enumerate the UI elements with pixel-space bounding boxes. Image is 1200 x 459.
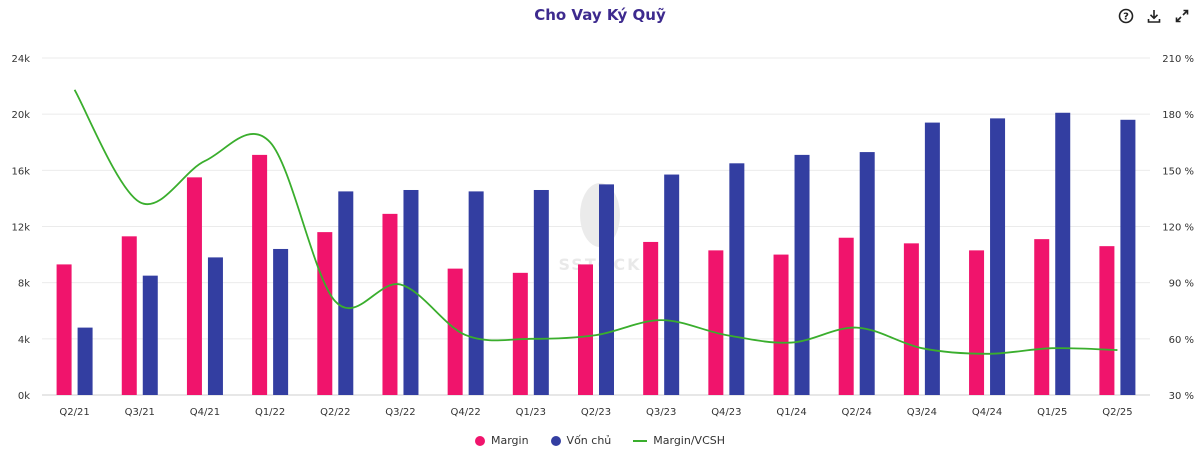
bar-margin[interactable] (512, 272, 528, 395)
chart-legend: Margin Vốn chủ Margin/VCSH (0, 434, 1200, 447)
x-axis-tick-label: Q3/23 (646, 407, 676, 418)
bar-margin[interactable] (447, 268, 463, 395)
bar-margin[interactable] (56, 264, 72, 395)
bar-von-chu[interactable] (794, 154, 810, 395)
right-axis-tick-label: 90 % (1169, 279, 1194, 290)
right-axis-tick-label: 30 % (1169, 391, 1194, 402)
right-axis-tick-label: 150 % (1162, 166, 1194, 177)
bar-von-chu[interactable] (664, 174, 680, 395)
bar-margin[interactable] (1034, 239, 1050, 395)
bar-margin[interactable] (317, 232, 333, 395)
bar-margin[interactable] (969, 250, 985, 395)
left-axis-tick-label: 0k (18, 391, 30, 402)
expand-icon[interactable] (1172, 6, 1192, 26)
bar-margin[interactable] (252, 154, 268, 395)
bar-von-chu[interactable] (77, 327, 93, 395)
bar-von-chu[interactable] (924, 122, 940, 395)
bar-margin[interactable] (708, 250, 724, 395)
bar-margin[interactable] (121, 236, 137, 395)
bar-margin[interactable] (773, 254, 789, 395)
left-axis-tick-label: 12k (11, 223, 30, 234)
x-axis-tick-label: Q1/24 (776, 407, 806, 418)
bar-margin[interactable] (1099, 246, 1115, 395)
legend-swatch-margin-vcsh (633, 439, 648, 442)
line-margin-vcsh[interactable] (73, 89, 1118, 355)
x-axis-tick-label: Q4/21 (190, 407, 220, 418)
x-axis-tick-label: Q2/24 (842, 407, 872, 418)
bar-von-chu[interactable] (207, 257, 223, 395)
right-axis-tick-label: 60 % (1169, 335, 1194, 346)
svg-text:?: ? (1123, 12, 1129, 23)
right-axis-tick-label: 180 % (1162, 110, 1194, 121)
left-axis-tick-label: 16k (11, 166, 30, 177)
bar-von-chu[interactable] (859, 152, 875, 395)
bar-von-chu[interactable] (338, 191, 354, 395)
x-axis-tick-label: Q2/23 (581, 407, 611, 418)
x-axis-tick-label: Q2/25 (1102, 407, 1132, 418)
legend-item-margin[interactable]: Margin (474, 434, 529, 447)
x-axis-tick-label: Q1/25 (1037, 407, 1067, 418)
bar-margin[interactable] (903, 243, 919, 395)
bar-von-chu[interactable] (468, 191, 484, 395)
bar-von-chu[interactable] (1055, 112, 1071, 395)
left-axis-tick-label: 24k (11, 54, 30, 65)
bar-von-chu[interactable] (273, 248, 289, 395)
x-axis-tick-label: Q4/23 (711, 407, 741, 418)
right-axis-tick-label: 120 % (1162, 223, 1194, 234)
bar-von-chu[interactable] (403, 189, 419, 395)
x-axis-tick-label: Q4/24 (972, 407, 1002, 418)
left-axis-tick-label: 8k (18, 279, 30, 290)
bar-von-chu[interactable] (599, 184, 614, 395)
bar-von-chu[interactable] (142, 275, 158, 395)
right-axis-tick-label: 210 % (1162, 54, 1194, 65)
x-axis-tick-label: Q3/22 (385, 407, 415, 418)
bar-von-chu[interactable] (1120, 119, 1136, 396)
chart-title: Cho Vay Ký Quỹ (534, 6, 666, 24)
bar-margin[interactable] (382, 213, 398, 395)
legend-item-von-chu[interactable]: Vốn chủ (550, 434, 612, 447)
legend-swatch-margin (474, 435, 485, 446)
legend-label-margin: Margin (490, 434, 529, 447)
help-icon[interactable]: ? (1116, 6, 1136, 26)
x-axis-tick-label: Q1/22 (255, 407, 285, 418)
left-axis-tick-label: 20k (11, 110, 30, 121)
x-axis-tick-label: Q2/21 (59, 407, 89, 418)
legend-swatch-von-chu (550, 435, 561, 446)
download-icon[interactable] (1144, 6, 1164, 26)
bar-von-chu[interactable] (990, 118, 1006, 396)
bar-margin[interactable] (643, 241, 659, 395)
x-axis-tick-label: Q2/22 (320, 407, 350, 418)
x-axis-tick-label: Q4/22 (450, 407, 480, 418)
x-axis-tick-label: Q3/21 (125, 407, 155, 418)
x-axis-tick-label: Q1/23 (516, 407, 546, 418)
x-axis-tick-label: Q3/24 (907, 407, 937, 418)
left-axis-tick-label: 4k (18, 335, 30, 346)
legend-item-margin-vcsh[interactable]: Margin/VCSH (633, 434, 725, 447)
bar-von-chu[interactable] (729, 163, 745, 395)
chart-toolbar: ? (1116, 6, 1192, 26)
bar-margin[interactable] (186, 177, 202, 395)
bar-margin[interactable] (578, 264, 593, 395)
bar-margin[interactable] (838, 237, 854, 395)
legend-label-von-chu: Vốn chủ (566, 434, 612, 447)
bar-von-chu[interactable] (533, 189, 549, 395)
legend-label-margin-vcsh: Margin/VCSH (653, 434, 726, 447)
